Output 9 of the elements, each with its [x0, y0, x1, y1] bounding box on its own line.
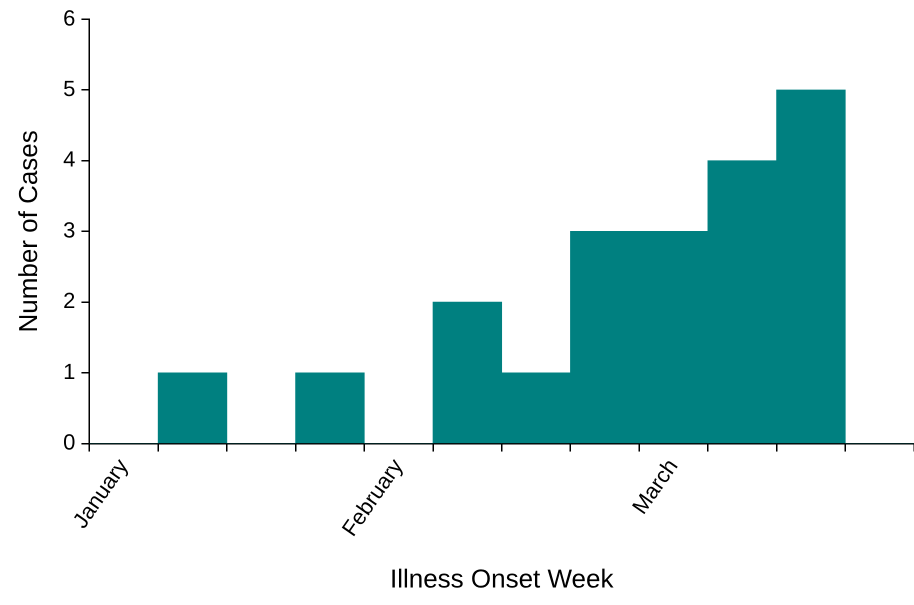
y-tick-label: 2 [63, 288, 76, 314]
x-axis-title: Illness Onset Week [390, 564, 614, 594]
y-tick-label: 5 [63, 76, 76, 101]
y-tick-label: 0 [63, 430, 76, 455]
y-tick-label: 4 [63, 146, 76, 172]
y-tick-label: 6 [63, 5, 76, 30]
y-tick-label: 3 [63, 217, 76, 242]
y-axis-title: Number of Cases [12, 130, 43, 333]
y-tick-label: 1 [63, 358, 76, 384]
